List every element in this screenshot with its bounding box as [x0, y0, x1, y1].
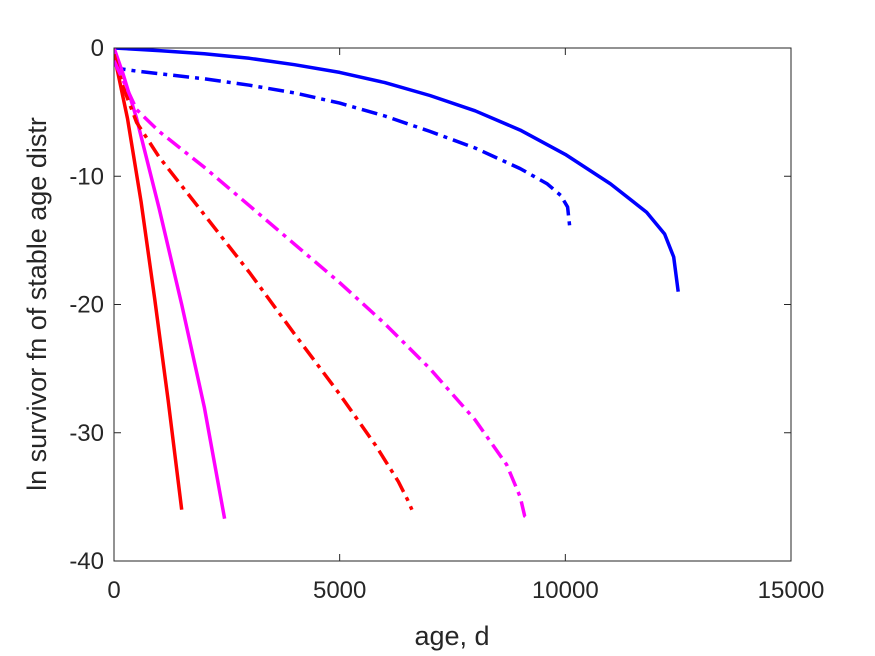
ticks-layer: 0 5000 10000 15000 -40 -30 -20 -10 0 — [69, 35, 824, 604]
y-tick-label: 0 — [91, 35, 104, 62]
y-tick-label: -40 — [69, 548, 104, 575]
series-line-6 — [114, 60, 531, 522]
plot-area — [114, 48, 791, 561]
x-axis-label: age, d — [414, 621, 489, 651]
x-tick-label: 10000 — [532, 577, 599, 604]
y-tick-label: -20 — [69, 292, 104, 319]
series-layer — [114, 48, 680, 522]
series-line-1 — [114, 48, 680, 292]
x-tick-label: 0 — [107, 577, 120, 604]
series-line-3 — [114, 54, 184, 510]
y-tick-label: -10 — [69, 163, 104, 190]
x-tick-label: 15000 — [758, 577, 825, 604]
y-axis-label: ln survivor fn of stable age distr — [22, 117, 52, 491]
series-line-2 — [114, 59, 572, 228]
series-line-5 — [114, 53, 414, 511]
series-line-4 — [114, 48, 227, 520]
x-tick-label: 5000 — [313, 577, 366, 604]
y-tick-label: -30 — [69, 420, 104, 447]
